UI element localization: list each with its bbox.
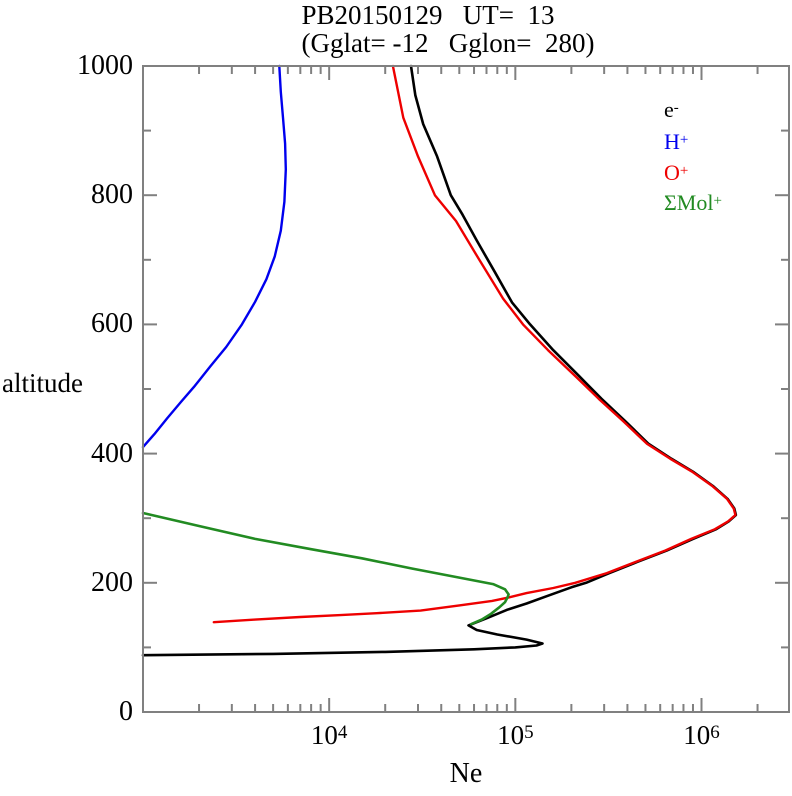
y-axis-title: altitude	[2, 368, 83, 398]
chart-subtitle: (Gglat= -12 Gglon= 280)	[301, 28, 595, 58]
legend-item-o-ion: O+	[664, 161, 774, 185]
legend-sup-h-ion: +	[679, 132, 689, 148]
legend-label-h-ion: H	[664, 129, 680, 154]
legend-item-electron: e-	[664, 98, 774, 122]
curve-e	[141, 64, 738, 657]
x-tick-base: 10	[683, 720, 711, 750]
legend-item-mol-ion: ΣMol+	[664, 191, 774, 215]
legend-sup-electron: -	[673, 100, 679, 116]
y-tick-label-800: 800	[91, 179, 133, 211]
x-tick-label-1e6: 106	[647, 718, 757, 752]
y-tick-label-600: 600	[91, 308, 133, 340]
x-tick-base: 10	[310, 720, 338, 750]
x-tick-exponent: 4	[337, 722, 348, 743]
x-tick-exponent: 5	[524, 722, 534, 743]
axis-ticks	[143, 66, 789, 712]
legend-label-electron: e	[664, 97, 674, 122]
legend-item-h-ion: H+	[664, 130, 774, 154]
x-tick-label-1e4: 104	[274, 718, 384, 752]
legend-sup-o-ion: +	[679, 163, 689, 179]
curve-o	[212, 64, 737, 624]
curve-smol	[141, 511, 510, 626]
legend-sup-mol-ion: +	[713, 193, 722, 209]
curve-h	[141, 64, 287, 449]
x-axis-title: Ne	[449, 758, 483, 789]
y-tick-label-400: 400	[91, 437, 133, 469]
y-tick-label-200: 200	[91, 566, 133, 598]
x-tick-label-1e5: 105	[460, 718, 570, 752]
x-tick-base: 10	[497, 720, 525, 750]
chart-title: PB20150129 UT= 13	[301, 0, 555, 30]
y-tick-label-1000: 1000	[77, 50, 133, 81]
plot-frame	[142, 65, 790, 713]
y-tick-label-0: 0	[119, 696, 133, 727]
legend-label-mol-ion: ΣMol	[664, 190, 714, 215]
legend-label-o-ion: O	[664, 160, 680, 185]
data-curves	[141, 64, 738, 657]
x-tick-exponent: 6	[710, 722, 720, 743]
